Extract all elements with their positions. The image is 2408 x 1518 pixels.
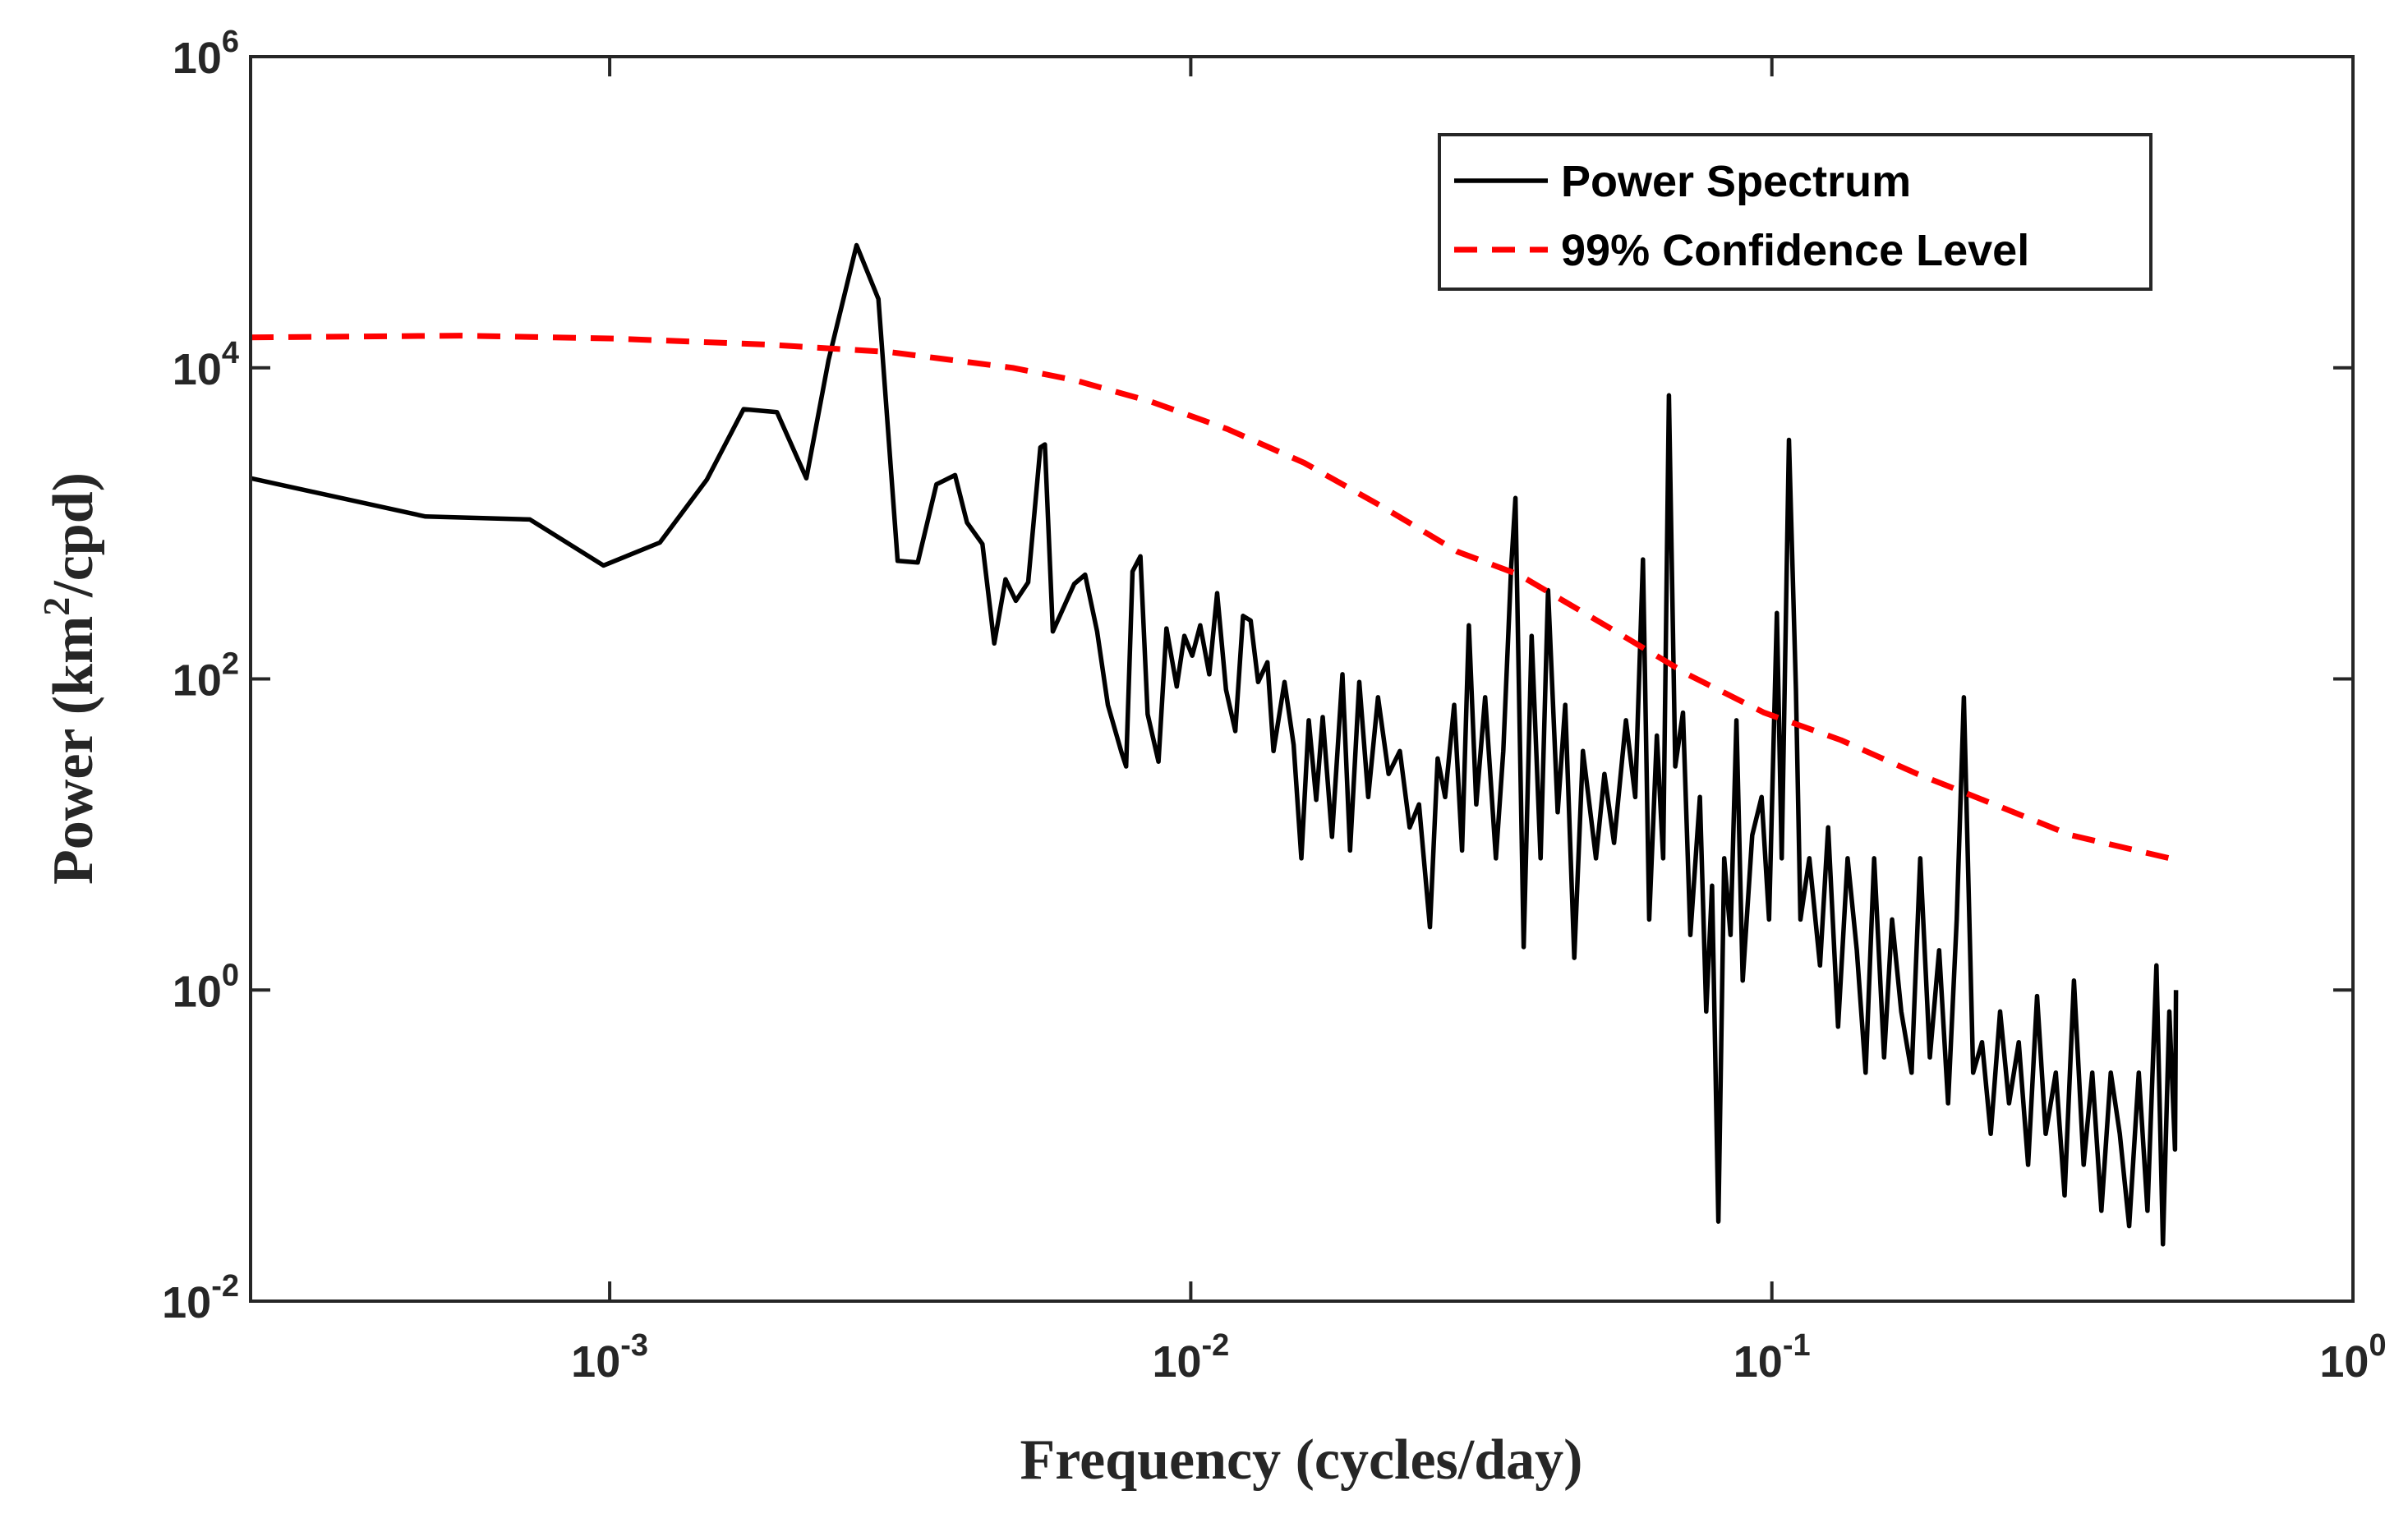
x-tick-base: 10	[571, 1337, 620, 1387]
x-axis-label: Frequency (cycles/day)	[1020, 1428, 1583, 1492]
x-tick-base: 10	[1733, 1337, 1783, 1387]
y-tick-exponent: -2	[211, 1269, 239, 1304]
y-tick-label: 10-2	[162, 1269, 239, 1327]
y-axis-label-sup: 2	[35, 597, 77, 616]
y-tick-exponent: 4	[222, 336, 239, 370]
axes-box	[249, 55, 2355, 1303]
y-tick-label: 100	[173, 958, 239, 1016]
legend-label: Power Spectrum	[1561, 157, 1911, 206]
x-tick-label: 100	[2319, 1328, 2386, 1387]
y-tick-label: 106	[173, 25, 239, 83]
legend-label: 99% Confidence Level	[1561, 226, 2029, 275]
x-tick-label: 10-1	[1733, 1328, 1811, 1387]
x-tick-base: 10	[1152, 1337, 1201, 1387]
y-tick-base: 10	[173, 967, 222, 1016]
y-tick-exponent: 6	[222, 25, 239, 59]
y-tick-label: 102	[173, 647, 239, 706]
y-axis-label-text: Power (km	[42, 616, 105, 885]
y-tick-exponent: 2	[222, 647, 239, 682]
y-tick-base: 10	[162, 1278, 211, 1327]
x-tick-exponent: 0	[2369, 1328, 2386, 1363]
x-tick-base: 10	[2319, 1337, 2369, 1387]
legend-box	[1438, 133, 2152, 291]
x-tick-label: 10-3	[571, 1328, 648, 1387]
x-tick-exponent: -2	[1202, 1328, 1230, 1363]
y-tick-base: 10	[173, 345, 222, 394]
legend: Power Spectrum 99% Confidence Level	[1438, 133, 2152, 291]
y-tick-base: 10	[173, 656, 222, 706]
x-tick-exponent: -1	[1783, 1328, 1811, 1363]
y-axis-label-rest: /cpd)	[42, 472, 105, 598]
y-axis-label: Power (km2/cpd)	[35, 472, 105, 885]
series-line	[251, 242, 2179, 1247]
x-tick-exponent: -3	[620, 1328, 648, 1363]
y-tick-base: 10	[173, 34, 222, 83]
x-tick-label: 10-2	[1152, 1328, 1229, 1387]
y-tick-label: 104	[173, 336, 239, 394]
y-tick-exponent: 0	[222, 958, 239, 992]
